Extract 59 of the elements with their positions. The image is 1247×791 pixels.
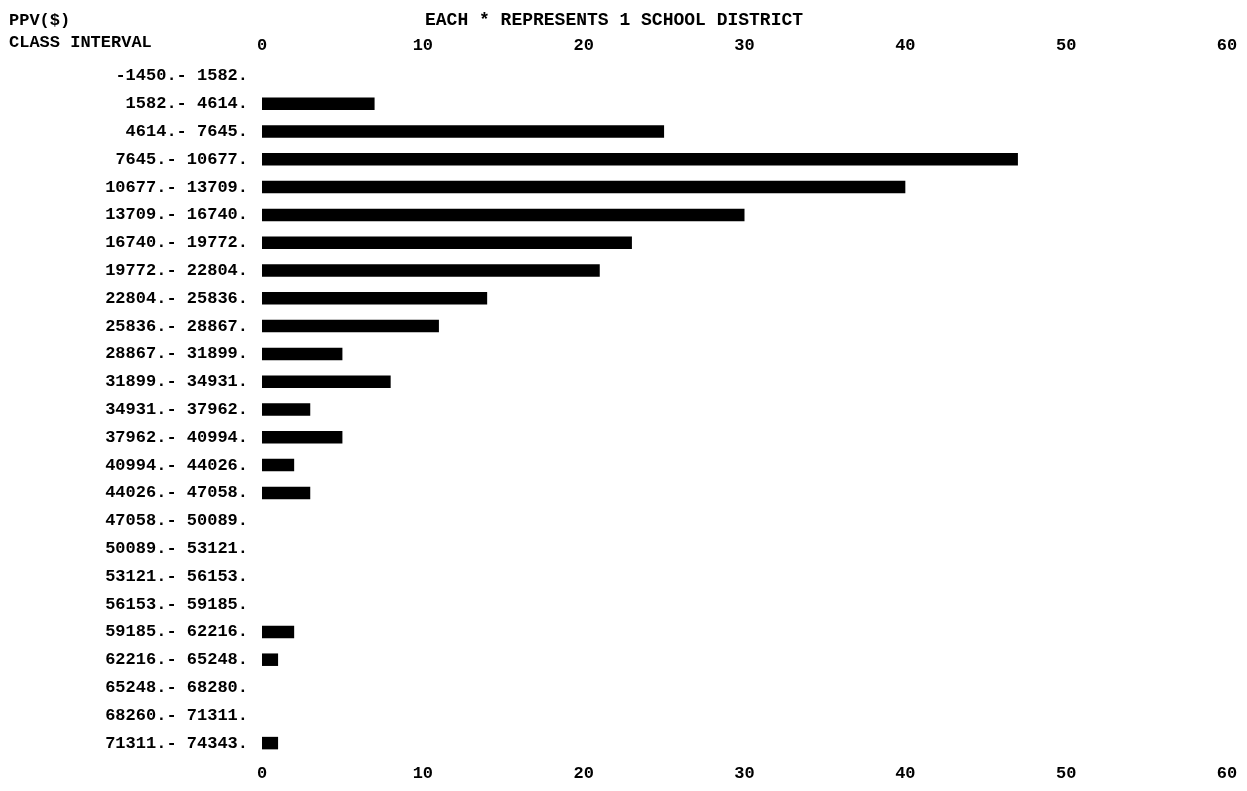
x-tick-label: 60 [1216, 764, 1238, 783]
x-tick-label: 10 [412, 764, 434, 783]
y-tick-label: 13709.- 16740. [105, 205, 248, 225]
y-tick-label: 71311.- 74343. [105, 733, 248, 753]
bar [262, 180, 906, 194]
y-tick-label: 22804.- 25836. [105, 288, 248, 308]
x2-tick-label: 50 [1055, 36, 1077, 55]
bar [262, 625, 295, 639]
x2-tick-label: 60 [1216, 36, 1238, 55]
bar [262, 125, 665, 138]
x-tick-label: 40 [895, 764, 916, 783]
bar [262, 97, 375, 110]
x-tick-label: 20 [573, 764, 594, 783]
y-tick-label: 7645.- 10677. [115, 149, 248, 169]
x2-tick-label: 40 [895, 36, 916, 55]
bar [262, 653, 279, 666]
bar [262, 403, 311, 416]
y-tick-label: -1450.- 1582. [115, 66, 248, 86]
y-tick-label: 44026.- 47058. [105, 483, 248, 503]
y-tick-label: 4614.- 7645. [125, 122, 248, 141]
x-tick-label: 50 [1055, 764, 1077, 783]
y-tick-label: 10677.- 13709. [105, 177, 248, 197]
y-tick-label: 68260.- 71311. [105, 705, 248, 725]
y-tick-label: 28867.- 31899. [105, 344, 248, 364]
y-tick-label: 56153.- 59185. [105, 594, 248, 614]
x-tick-label: 30 [734, 764, 755, 783]
x-tick-label: 0 [256, 764, 268, 783]
y-tick-label: 1582.- 4614. [125, 94, 248, 114]
bar [262, 236, 632, 249]
chart-title: EACH * REPRESENTS 1 SCHOOL DISTRICT [425, 10, 804, 30]
y-tick-label: 31899.- 34931. [105, 372, 248, 392]
bar [262, 458, 295, 472]
bar [262, 736, 279, 750]
bar [262, 319, 439, 333]
y-tick-label: 59185.- 62216. [105, 622, 248, 642]
bar [262, 208, 745, 222]
y-tick-label: 25836.- 28867. [105, 316, 248, 336]
y-tick-label: 40994.- 44026. [105, 455, 248, 475]
y-tick-label: 62216.- 65248. [105, 650, 248, 670]
y-tick-label: 16740.- 19772. [105, 233, 248, 253]
bar [262, 486, 311, 500]
y-tick-label: 50089.- 53121. [105, 539, 248, 558]
x2-tick-label: 20 [573, 36, 594, 55]
y-tick-label: 34931.- 37962. [105, 400, 248, 419]
y-tick-label: 53121.- 56153. [105, 566, 248, 586]
y-tick-label: 37962.- 40994. [105, 427, 248, 447]
y-tick-label: 19772.- 22804. [105, 261, 248, 280]
bar [262, 431, 343, 444]
x2-tick-label: 10 [412, 36, 434, 55]
bar [262, 292, 488, 305]
x2-tick-label: 30 [734, 36, 755, 55]
bar [262, 347, 343, 361]
y-tick-label: 47058.- 50089. [105, 511, 248, 531]
y-tick-label: 65248.- 68280. [105, 678, 248, 697]
bar [262, 375, 391, 388]
bar [262, 264, 600, 277]
y-axis-title: PPV($) CLASS INTERVAL [9, 10, 152, 52]
x2-tick-label: 0 [256, 36, 268, 55]
bar [262, 153, 1018, 166]
